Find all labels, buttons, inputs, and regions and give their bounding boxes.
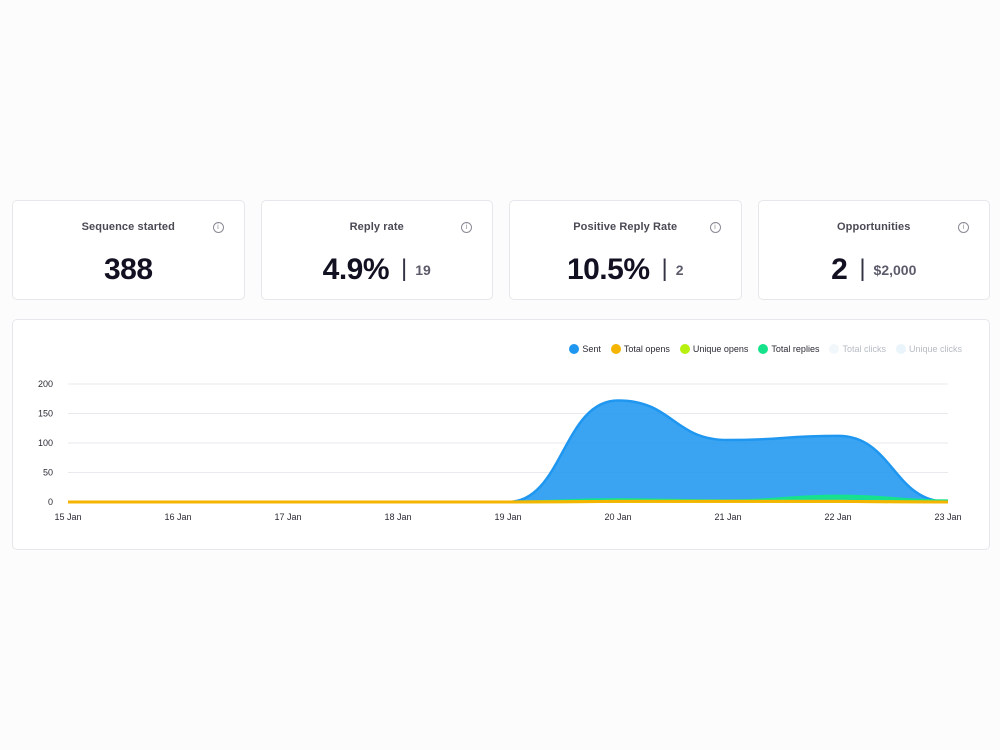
y-tick-label: 200 [38,379,53,389]
legend-item-total-clicks[interactable]: Total clicks [829,344,886,354]
x-tick-label: 18 Jan [384,512,411,522]
x-tick-label: 21 Jan [714,512,741,522]
info-icon[interactable]: i [212,222,224,233]
card-value: 4.9% [322,253,390,286]
legend-item-unique-clicks[interactable]: Unique clicks [895,344,962,354]
legend-dot [758,344,769,354]
legend-label: Total replies [771,344,820,354]
activity-chart-card: 0 50 100 150 200 15 Jan 16 Jan 17 Jan 18 Jan 19 J… [12,319,990,550]
card-title: Positive Reply Rate [573,221,678,233]
card-title: Sequence started [81,221,175,233]
legend-item-total-replies[interactable]: Total replies [758,344,819,354]
x-tick-label: 19 Jan [494,512,521,522]
x-tick-label: 17 Jan [274,512,301,522]
card-sub-value: $2,000 [873,262,917,278]
legend-label: Total opens [623,344,670,354]
line-total-opens [68,499,949,504]
card-value: 388 [103,253,153,286]
legend-label: Unique opens [692,344,749,354]
card-value-row: 10.5% | 2 [510,253,741,287]
stats-cards: Sequence started i 388 Reply rate i 4.9%… [12,200,990,300]
x-tick-label: 23 Jan [934,512,961,522]
y-tick-label: 100 [38,438,53,448]
info-icon[interactable]: i [958,222,969,233]
legend-label: Unique clicks [908,344,962,354]
card-value-row: 4.9% | 19 [262,253,493,287]
x-tick-label: 15 Jan [54,512,81,522]
legend-dot [829,344,840,354]
chart-legend: Sent Total opens Unique opens Total replies… [559,344,962,354]
card-title: Opportunities [837,221,911,233]
activity-chart: 0 50 100 150 200 15 Jan 16 Jan 17 Jan 18 Jan 19 J… [38,379,962,522]
card-opportunities: Opportunities i 2 | $2,000 [757,200,990,300]
legend-dot [569,344,580,354]
x-tick-label: 22 Jan [824,512,851,522]
card-value: 10.5% [566,253,650,286]
info-icon[interactable]: i [461,222,472,233]
card-positive-reply-rate: Positive Reply Rate i 10.5% | 2 [509,200,742,300]
x-tick-label: 16 Jan [164,512,191,522]
legend-dot [679,344,690,354]
area-sent [68,400,948,502]
card-sequence-started: Sequence started i 388 [12,200,245,300]
card-value: 2 [831,253,848,286]
legend-item-total-opens[interactable]: Total opens [610,344,670,354]
card-sub-value: 2 [675,262,684,278]
card-sub-value: 19 [415,262,431,278]
card-value-row: 2 | $2,000 [759,253,990,287]
card-value-row: 388 [13,253,244,287]
legend-label: Total clicks [842,344,886,354]
y-tick-label: 0 [48,497,53,507]
x-tick-label: 20 Jan [604,512,631,522]
legend-dot [895,344,906,354]
card-reply-rate: Reply rate i 4.9% | 19 [260,200,493,300]
y-tick-label: 150 [38,409,53,419]
legend-item-sent[interactable]: Sent [569,344,601,354]
value-separator: | [859,255,866,282]
info-icon[interactable]: i [709,222,721,233]
legend-dot [610,344,621,354]
value-separator: | [661,255,668,282]
legend-item-unique-opens[interactable]: Unique opens [679,344,749,354]
value-separator: | [401,255,408,282]
y-tick-label: 50 [43,468,53,478]
legend-label: Sent [582,344,601,354]
card-title: Reply rate [349,221,404,233]
